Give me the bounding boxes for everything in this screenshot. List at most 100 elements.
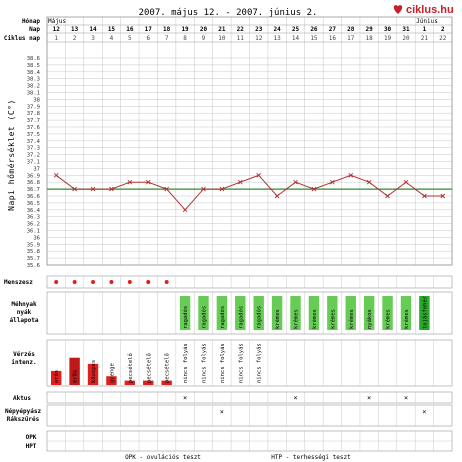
cycle-day-label: 11 (237, 35, 245, 42)
day-label: 24 (273, 26, 281, 33)
day-label: 2 (441, 26, 445, 33)
mucus-bar[interactable] (308, 296, 320, 330)
ciklus-logo[interactable]: ciklus.hu (392, 0, 462, 18)
y-tick-label: 37 (33, 166, 40, 172)
temperature-point[interactable] (422, 193, 427, 199)
intercourse-mark[interactable]: × (367, 394, 371, 402)
temperature-point[interactable] (385, 193, 390, 199)
y-tick-label: 37.9 (27, 104, 40, 110)
y-tick-label: 37.7 (27, 118, 40, 124)
mucus-label: ragadós (200, 306, 207, 329)
cervix-mark[interactable]: × (422, 408, 426, 416)
menses-dot[interactable] (146, 280, 151, 284)
temperature-point[interactable] (145, 179, 151, 185)
menses-dot[interactable] (91, 280, 96, 284)
temperature-point[interactable] (403, 179, 409, 185)
y-tick-label: 37.5 (27, 132, 40, 138)
cycle-day-label: 19 (384, 35, 392, 42)
day-label: 14 (89, 26, 97, 33)
mucus-label: krémes (348, 309, 355, 329)
day-label: 15 (108, 26, 116, 33)
y-tick-label: 38 (33, 97, 40, 103)
mucus-bar[interactable] (345, 296, 356, 330)
bleeding-label: nincs folyás (237, 343, 244, 383)
mucus-bar[interactable] (382, 296, 393, 330)
cycle-day-label: 5 (128, 35, 132, 42)
menses-dot[interactable] (54, 280, 59, 284)
temperature-point[interactable] (256, 172, 262, 178)
opk-row-label: OPK (26, 434, 37, 441)
temperature-point[interactable] (293, 179, 298, 185)
temperature-point[interactable] (72, 186, 77, 192)
temperature-point[interactable] (90, 186, 96, 192)
day-label: 20 (200, 26, 208, 33)
mucus-bar[interactable] (179, 296, 191, 330)
bleeding-bar[interactable] (87, 363, 99, 385)
temperature-point[interactable] (440, 193, 446, 199)
menses-dot[interactable] (72, 280, 77, 284)
bleeding-bar[interactable] (51, 370, 62, 385)
cycle-day-label: 14 (292, 35, 300, 42)
cycle-day-label: 16 (329, 35, 337, 42)
menses-dot[interactable] (164, 280, 169, 284)
cycle-day-label: 2 (73, 35, 77, 42)
temperature-point[interactable] (219, 186, 225, 192)
mucus-row-label: nyák (17, 309, 32, 316)
day-label: 29 (366, 26, 374, 33)
y-tick-label: 37.1 (27, 160, 40, 166)
mucus-label: krémes (329, 309, 336, 329)
temperature-point[interactable] (348, 172, 354, 178)
mucus-bar[interactable] (271, 296, 283, 330)
temperature-point[interactable] (53, 172, 59, 178)
mucus-label: krémes (385, 309, 392, 329)
cycle-day-label: 4 (110, 35, 114, 42)
cycle-day-label: 18 (366, 35, 374, 42)
temperature-point[interactable] (311, 186, 317, 192)
bleeding-bar[interactable] (124, 380, 136, 385)
y-tick-label: 36.2 (27, 222, 40, 228)
intercourse-mark[interactable]: × (183, 394, 187, 402)
bleeding-bar[interactable] (106, 376, 117, 385)
y-tick-label: 38.3 (27, 77, 40, 83)
bleeding-bar[interactable] (143, 380, 154, 385)
temperature-point[interactable] (182, 207, 188, 213)
mucus-bar[interactable] (419, 296, 430, 330)
cycle-day-label: 21 (421, 35, 429, 42)
day-label: 17 (145, 26, 153, 33)
temperature-point[interactable] (109, 186, 114, 192)
temperature-point[interactable] (201, 186, 206, 192)
mucus-row-label: Méhnyak (11, 301, 37, 308)
mucus-bar[interactable] (400, 296, 412, 330)
bleeding-label: pecsételő (164, 353, 171, 383)
menses-dot[interactable] (127, 280, 132, 284)
bleeding-bar[interactable] (161, 380, 172, 385)
mucus-bar[interactable] (327, 296, 338, 330)
mucus-bar[interactable] (253, 296, 264, 330)
mucus-bar[interactable] (290, 296, 301, 330)
intercourse-mark[interactable]: × (293, 394, 297, 402)
cervix-mark[interactable]: × (220, 408, 224, 416)
mucus-label: krémes (293, 309, 300, 329)
menses-dot[interactable] (109, 280, 114, 284)
temperature-point[interactable] (330, 179, 335, 185)
month-row-label: Hónap (22, 18, 40, 25)
bleeding-row-label: Vérzés (13, 351, 35, 358)
cycle-day-label: 15 (310, 35, 318, 42)
mucus-bar[interactable] (363, 296, 375, 330)
temp-chart-frame (46, 16, 453, 266)
day-label: 28 (347, 26, 355, 33)
mucus-bar[interactable] (198, 296, 209, 330)
mucus-label: krémes (274, 309, 281, 329)
mucus-bar[interactable] (216, 296, 228, 330)
y-tick-label: 35.8 (27, 249, 40, 255)
mucus-bar[interactable] (235, 296, 246, 330)
temperature-point[interactable] (164, 186, 169, 192)
y-tick-label: 35.7 (27, 256, 40, 262)
temperature-point[interactable] (366, 179, 372, 185)
temperature-point[interactable] (274, 193, 280, 199)
legend-hpt: HTP - terhességi teszt (271, 454, 351, 461)
temperature-point[interactable] (237, 179, 243, 185)
temperature-point[interactable] (127, 179, 133, 185)
bleeding-bar[interactable] (69, 357, 80, 385)
intercourse-mark[interactable]: × (404, 394, 408, 402)
